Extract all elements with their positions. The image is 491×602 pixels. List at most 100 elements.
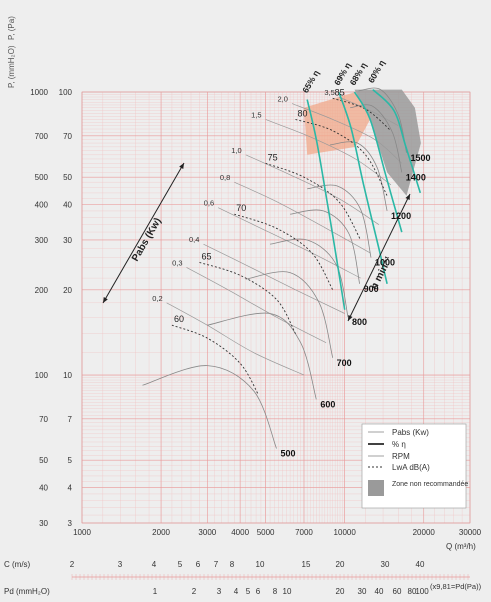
rpm-curve <box>290 209 360 284</box>
rpm-curve <box>307 184 372 258</box>
noise-label: 75 <box>268 152 278 162</box>
legend: Pabs (Kw) % η RPM LwA dB(A) Zone non rec… <box>361 423 468 509</box>
power-line <box>234 181 371 254</box>
power-line-label: 3,5 <box>324 88 334 97</box>
y-tick-label-mmh2o: 30 <box>63 236 72 245</box>
efficiency-label: 60% η <box>366 58 387 84</box>
x-tick-label: 20000 <box>413 528 436 537</box>
x-tick-label: 4000 <box>231 528 249 537</box>
dynamic-tick-label: 2 <box>192 587 197 596</box>
efficiency-curve <box>338 91 388 284</box>
efficiency-curve <box>306 99 346 310</box>
rpm-curve <box>350 104 403 173</box>
y-tick-label-mmh2o: 5 <box>68 456 73 465</box>
rpm-curve <box>245 271 334 358</box>
x-axis-label: Q (m³/h) <box>446 542 476 551</box>
y-tick-label-pa: 200 <box>35 286 49 295</box>
rpm-curve <box>142 365 277 449</box>
power-line-label: 1,0 <box>231 146 241 155</box>
rpm-label: 800 <box>352 317 367 327</box>
legend-pabs: Pabs (Kw) <box>392 428 429 437</box>
dynamic-tick-label: 10 <box>283 587 292 596</box>
y-tick-label-mmh2o: 4 <box>68 484 73 493</box>
x-tick-label: 5000 <box>257 528 275 537</box>
dynamic-tick-label: 20 <box>336 587 345 596</box>
x-tick-label: 7000 <box>295 528 313 537</box>
velocity-tick-label: 10 <box>256 560 265 569</box>
y-tick-label-pa: 40 <box>39 484 48 493</box>
noise-label: 85 <box>335 87 345 97</box>
efficiency-curve <box>353 91 403 233</box>
legend-lwa: LwA dB(A) <box>392 463 430 472</box>
efficiency-curve <box>372 89 422 194</box>
arrow-head <box>103 297 108 303</box>
y-tick-label-pa: 500 <box>35 173 49 182</box>
velocity-tick-label: 4 <box>152 560 157 569</box>
y-tick-label-mmh2o: 20 <box>63 286 72 295</box>
rpm-label: 500 <box>280 448 295 458</box>
zone-non-recommandee <box>354 89 421 196</box>
velocity-tick-label: 7 <box>214 560 219 569</box>
x-tick-label: 10000 <box>334 528 357 537</box>
y-tick-label-mmh2o: 3 <box>68 519 73 528</box>
y-tick-label-pa: 400 <box>35 201 49 210</box>
dynamic-tick-label: 8 <box>273 587 278 596</box>
bottom-dynamic-note: (x9,81=Pd(Pa)) <box>430 582 482 591</box>
legend-zone: Zone non recommandée <box>392 481 468 488</box>
power-line <box>218 207 361 279</box>
dynamic-tick-label: 6 <box>256 587 261 596</box>
grid <box>81 91 471 524</box>
power-line-label: 0,8 <box>220 173 230 182</box>
y-tick-label-mmh2o: 70 <box>63 132 72 141</box>
rpm-curve <box>270 238 349 318</box>
y-tick-label-pa: 30 <box>39 519 48 528</box>
rpm-curve <box>358 87 407 153</box>
velocity-tick-label: 8 <box>230 560 235 569</box>
velocity-tick-label: 20 <box>336 560 345 569</box>
y-tick-label-pa: 700 <box>35 132 49 141</box>
y-tick-label-pa: 1000 <box>30 88 48 97</box>
arrow-line <box>102 162 185 304</box>
dynamic-tick-label: 5 <box>246 587 251 596</box>
x-tick-label: 1000 <box>73 528 91 537</box>
noise-curve <box>199 261 296 334</box>
velocity-tick-label: 2 <box>70 560 75 569</box>
power-line <box>338 96 399 127</box>
rpm-curve <box>330 141 388 211</box>
rpm-label: 700 <box>337 358 352 368</box>
dynamic-tick-label: 80 <box>408 587 417 596</box>
x-tick-label: 2000 <box>152 528 170 537</box>
y-tick-label-mmh2o: 10 <box>63 371 72 380</box>
rpm-label: 900 <box>364 284 379 294</box>
dynamic-tick-label: 100 <box>415 587 429 596</box>
dynamic-tick-label: 60 <box>393 587 402 596</box>
velocity-tick-label: 3 <box>118 560 123 569</box>
y-tick-label-pa: 300 <box>35 236 49 245</box>
curves <box>142 87 422 449</box>
axes: 1000 2000 3000 4000 5000 7000 10000 20000 30000 1… <box>30 88 481 596</box>
legend-eta: % η <box>392 440 406 449</box>
arrow-head <box>348 315 353 321</box>
y-tick-label-mmh2o: 7 <box>68 415 73 424</box>
power-line <box>203 243 345 314</box>
noise-label: 70 <box>236 203 246 213</box>
rpm-label: 1000 <box>375 258 395 268</box>
power-line <box>265 119 392 186</box>
y-tick-label-mmh2o: 100 <box>59 88 73 97</box>
velocity-tick-label: 30 <box>381 560 390 569</box>
rpm-curve <box>207 312 317 400</box>
power-line-label: 1,5 <box>251 110 261 119</box>
power-line-label: 0,6 <box>204 199 214 208</box>
power-line-label: 0,4 <box>189 235 199 244</box>
y-label-pa: P, (Pa) <box>7 16 16 40</box>
y-tick-label-pa: 100 <box>35 371 49 380</box>
noise-label: 60 <box>174 314 184 324</box>
bottom-dynamic-label: Pd (mmH₂O) <box>4 587 50 596</box>
dynamic-tick-label: 4 <box>234 587 239 596</box>
y-tick-label-pa: 50 <box>39 456 48 465</box>
efficiency-label: 65% η <box>300 68 321 94</box>
velocity-tick-label: 15 <box>302 560 311 569</box>
noise-curve <box>332 97 392 132</box>
arrow-head <box>405 194 410 200</box>
